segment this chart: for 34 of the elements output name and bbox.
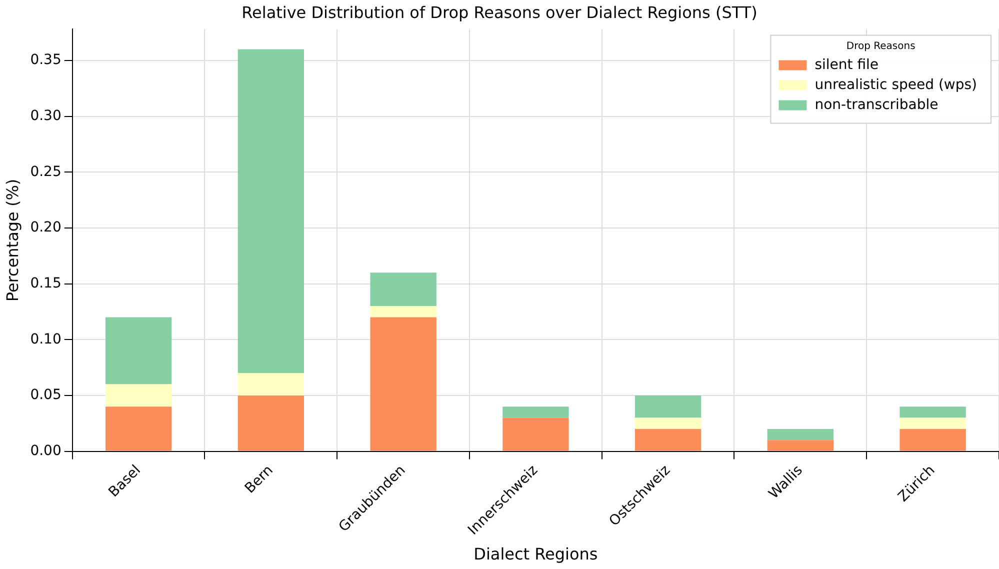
bar (105, 406, 172, 451)
bar (370, 306, 436, 318)
y-tick-label: 0.20 (30, 220, 62, 236)
chart-title: Relative Distribution of Drop Reasons over Dialect Regions (STT) (242, 2, 758, 22)
bar (238, 373, 304, 396)
bar (900, 418, 966, 429)
y-tick-label: 0.10 (30, 331, 62, 348)
y-tick-label: 0.35 (30, 52, 62, 68)
y-tick-label: 0.15 (30, 275, 62, 292)
legend-label: silent file (814, 56, 879, 73)
y-tick-label: 0.00 (30, 442, 62, 459)
bar (238, 395, 304, 451)
y-tick-label: 0.05 (30, 387, 62, 404)
legend-label: unrealistic speed (wps) (814, 76, 978, 93)
bar (370, 272, 436, 306)
legend-title: Drop Reasons (846, 40, 916, 52)
bar (238, 49, 304, 374)
legend-label: non-transcribable (814, 96, 938, 113)
bar (900, 406, 966, 418)
bar (502, 418, 569, 451)
bar (767, 428, 834, 440)
bar (900, 428, 966, 451)
bar (634, 395, 702, 418)
bar (634, 428, 702, 451)
y-tick-label: 0.25 (30, 164, 62, 180)
bar (105, 384, 172, 407)
bar (634, 418, 702, 429)
bar (502, 406, 569, 418)
y-axis-title: Percentage (%) (2, 178, 22, 302)
bar (767, 440, 834, 451)
x-axis-title: Dialect Regions (474, 544, 598, 564)
bar (370, 317, 436, 451)
bar (105, 317, 172, 384)
y-tick-label: 0.30 (30, 108, 62, 124)
